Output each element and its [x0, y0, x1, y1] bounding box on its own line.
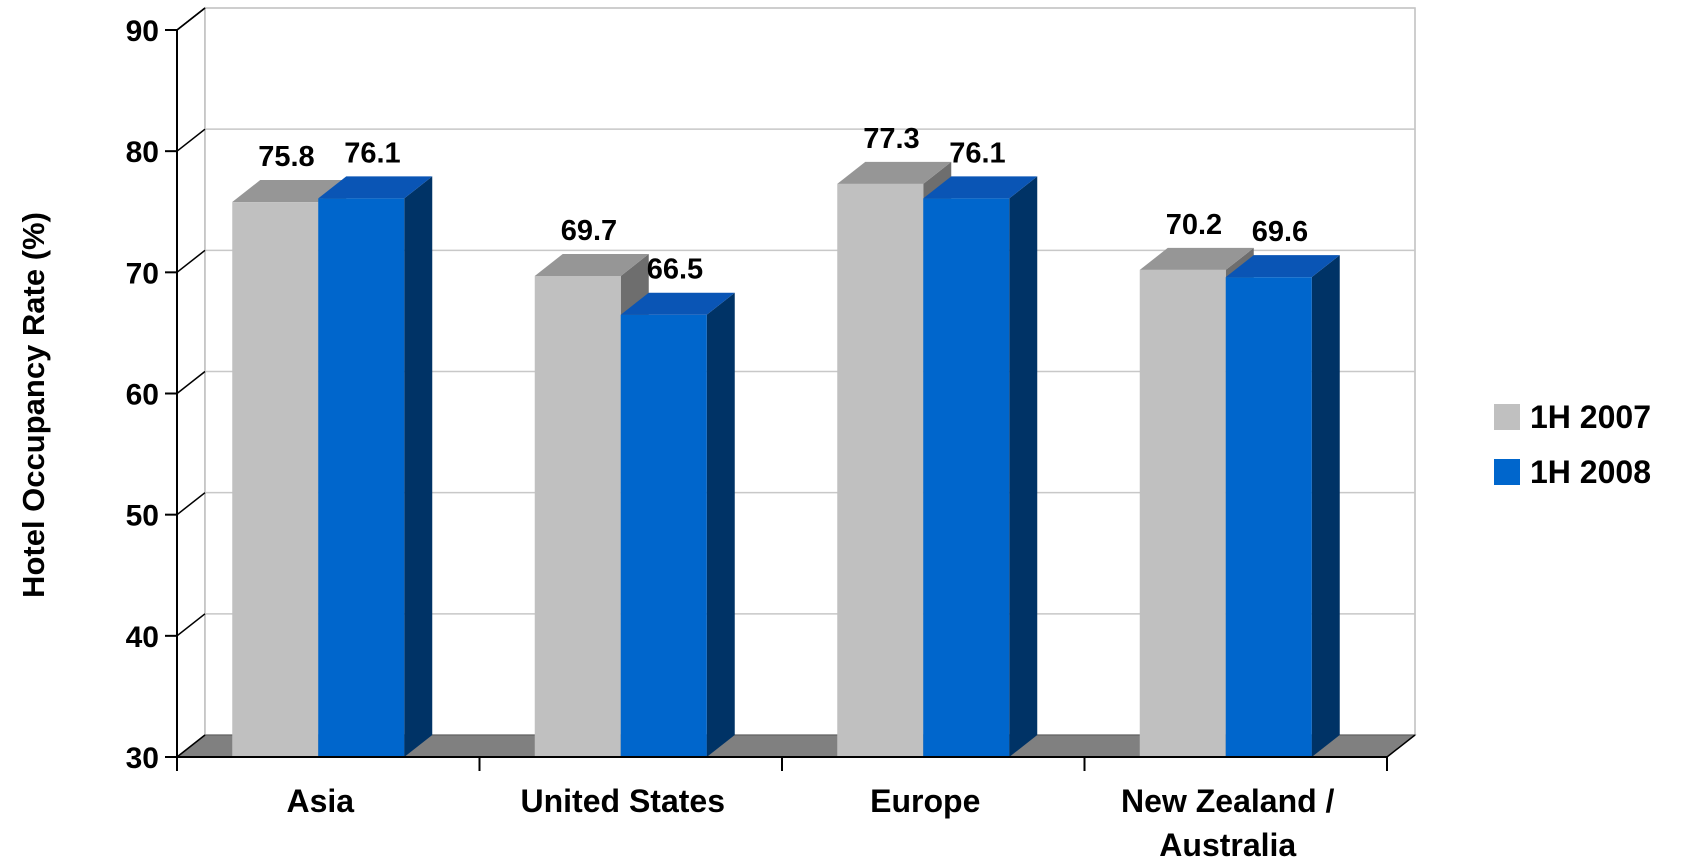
bar-front: [1139, 269, 1226, 757]
bar-top: [1225, 255, 1340, 278]
y-tick-label: 30: [126, 742, 159, 775]
value-label: 66.5: [647, 254, 703, 286]
y-tick-label: 70: [126, 257, 159, 290]
bar-top: [232, 180, 347, 203]
value-label: 69.6: [1252, 216, 1308, 248]
y-tick-depth: [176, 734, 206, 758]
y-tick-depth: [176, 370, 206, 395]
bar: [620, 292, 735, 757]
bar-side: [1009, 176, 1038, 758]
category-label: United States: [521, 783, 725, 819]
bar-front: [620, 314, 707, 757]
bar: [318, 176, 433, 758]
y-tick-labels: 30 40 50 60 70 80 90: [126, 15, 159, 775]
y-tick-depth: [176, 249, 206, 273]
x-axis-depth: [1386, 734, 1416, 758]
y-tick-depth: [176, 128, 206, 152]
value-label: 76.1: [949, 137, 1005, 169]
bar-side: [404, 176, 433, 758]
bar-front: [318, 198, 405, 758]
bar-top: [620, 292, 735, 315]
bar-front: [923, 198, 1010, 758]
bar: [923, 176, 1038, 758]
y-tick-label: 50: [126, 500, 159, 533]
category-label: New Zealand / Australia: [1121, 783, 1335, 863]
bar-top: [837, 161, 952, 184]
bar-top: [318, 176, 433, 199]
y-tick-depth: [176, 492, 206, 516]
bar-side: [706, 292, 735, 757]
bar-top: [534, 253, 649, 276]
bar: [1225, 255, 1340, 757]
y-tick-label: 90: [126, 15, 159, 48]
legend: 1H 2007 1H 2008: [1494, 399, 1651, 490]
bar-top: [923, 176, 1038, 199]
bar-front: [534, 275, 621, 757]
y-axis-title: Hotel Occupancy Rate (%): [16, 212, 51, 598]
y-tick-label: 60: [126, 379, 159, 412]
bar-front: [232, 202, 319, 758]
y-tick-label: 40: [126, 621, 159, 654]
category-label: Asia: [286, 783, 354, 819]
bars: [232, 161, 1340, 758]
value-labels: 75.8 76.1 69.7 66.5 77.3 76.1 70.2 69.6: [258, 123, 1308, 286]
legend-label: 1H 2008: [1530, 454, 1651, 490]
value-label: 69.7: [561, 215, 617, 247]
bar-top: [1139, 247, 1254, 270]
value-label: 76.1: [344, 137, 400, 169]
bar-side: [1311, 255, 1340, 757]
y-tick-label: 80: [126, 136, 159, 169]
axes: [165, 7, 1416, 771]
bar-front: [837, 183, 924, 758]
category-label: Europe: [870, 783, 980, 819]
value-label: 75.8: [258, 141, 314, 173]
bar-front: [1225, 277, 1312, 757]
legend-label: 1H 2007: [1530, 399, 1651, 435]
y-tick-depth: [176, 613, 206, 637]
legend-swatch: [1494, 404, 1520, 430]
category-labels: Asia United States Europe New Zealand / Aust…: [286, 783, 1334, 863]
value-label: 70.2: [1166, 209, 1222, 241]
value-label: 77.3: [863, 123, 919, 155]
y-tick-depth: [176, 7, 206, 31]
legend-swatch: [1494, 459, 1520, 485]
